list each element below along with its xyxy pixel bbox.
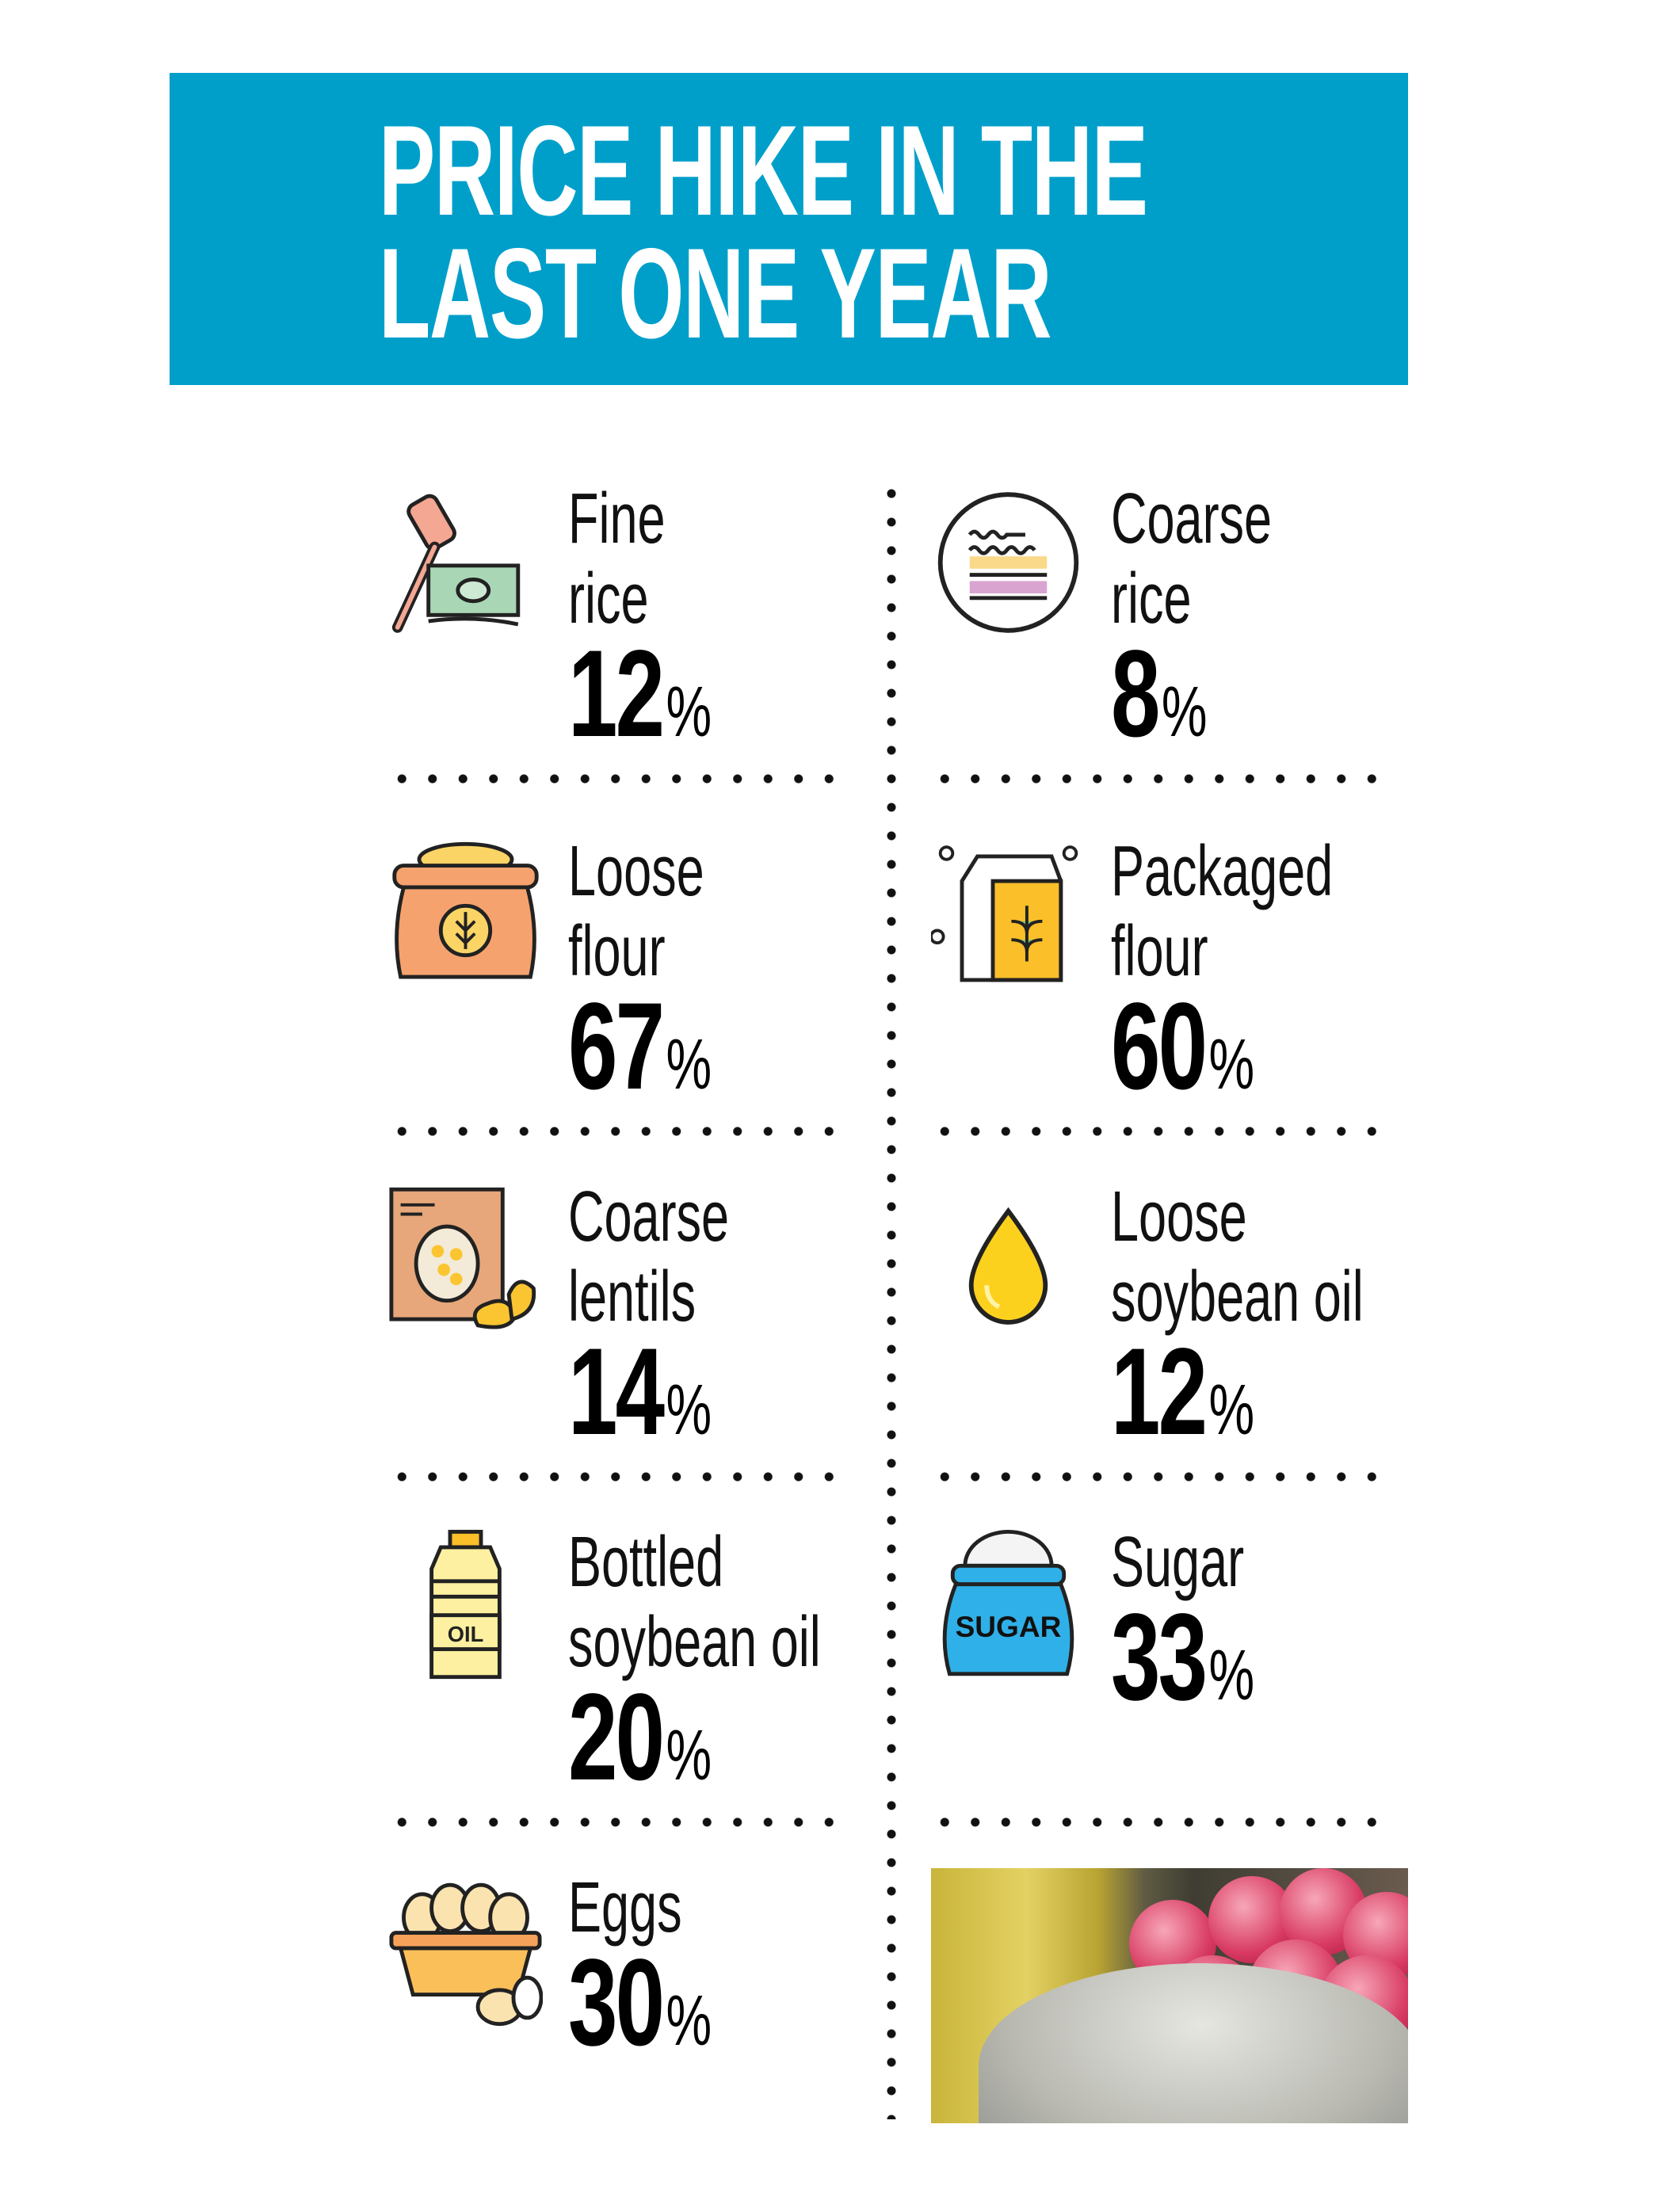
gavel-money-icon: [391, 494, 521, 633]
title-line-1: PRICE HIKE IN THE: [379, 99, 1148, 242]
egg-basket-icon: [389, 1882, 543, 2027]
dotted-divider: [387, 773, 854, 784]
item-label: Eggs: [568, 1868, 682, 1947]
item-value: 33: [1111, 1588, 1208, 1726]
item-value: 20: [568, 1669, 665, 1806]
percent-sign: %: [666, 673, 712, 752]
dotted-divider: [929, 773, 1397, 784]
oil-bottle-icon: OIL: [429, 1529, 502, 1680]
item-label: soybean oil: [568, 1603, 821, 1682]
item-label: soybean oil: [1111, 1257, 1364, 1337]
dotted-divider: [387, 1126, 854, 1137]
percent-sign: %: [666, 1371, 712, 1450]
item-sugar: SUGAR Sugar 33%: [931, 1523, 1406, 1855]
item-label: Coarse: [1111, 479, 1273, 559]
item-label: rice: [1111, 559, 1192, 639]
item-loose-flour: Loose flour 67%: [388, 832, 864, 1165]
item-bottled-soybean-oil: OIL Bottled soybean oil 20%: [388, 1523, 864, 1855]
item-eggs: Eggs 30%: [388, 1868, 864, 2201]
bottle-label: OIL: [448, 1622, 484, 1646]
sugar-sack-icon: SUGAR: [942, 1529, 1074, 1676]
title-line-2: LAST ONE YEAR: [379, 222, 1052, 365]
percent-sign: %: [666, 1981, 712, 2061]
item-value: 67: [568, 978, 665, 1116]
item-label: Loose: [1111, 1177, 1247, 1257]
item-packaged-flour: Packaged flour 60%: [931, 832, 1406, 1165]
dotted-divider: [387, 1817, 854, 1828]
flour-packet-icon: [931, 845, 1078, 982]
percent-sign: %: [666, 1025, 712, 1104]
dotted-divider: [929, 1471, 1397, 1482]
percent-sign: %: [1208, 1371, 1255, 1450]
item-label: Packaged: [1111, 832, 1334, 911]
percent-sign: %: [1161, 673, 1208, 752]
item-label: rice: [568, 559, 649, 639]
item-label: lentils: [568, 1257, 697, 1337]
dotted-divider: [929, 1817, 1397, 1828]
rice-layers-icon: [937, 492, 1079, 633]
title-banner: [170, 73, 1408, 385]
dotted-divider: [929, 1126, 1397, 1137]
item-label: Fine: [568, 479, 666, 559]
lentils-bag-icon: [389, 1187, 536, 1329]
dotted-divider: [387, 1471, 854, 1482]
percent-sign: %: [666, 1716, 712, 1795]
item-label: Bottled: [568, 1523, 724, 1602]
item-loose-soybean-oil: Loose soybean oil 12%: [931, 1177, 1406, 1510]
item-label: Coarse: [568, 1177, 730, 1257]
groceries-photo: [931, 1868, 1408, 2123]
flour-sack-icon: [392, 841, 539, 979]
percent-sign: %: [1208, 1636, 1255, 1715]
item-label: flour: [568, 912, 666, 991]
item-value: 12: [1111, 1323, 1208, 1461]
item-value: 60: [1111, 978, 1208, 1116]
item-label: flour: [1111, 912, 1208, 991]
sugar-label: SUGAR: [956, 1610, 1062, 1643]
item-value: 14: [568, 1323, 665, 1461]
item-value: 30: [568, 1934, 665, 2072]
oil-drop-icon: [968, 1207, 1048, 1325]
item-label: Sugar: [1111, 1523, 1245, 1602]
vertical-dotted-divider: [887, 479, 896, 2119]
item-label: Loose: [568, 832, 704, 911]
item-coarse-rice: Coarse rice 8%: [931, 479, 1406, 812]
item-value: 8: [1111, 625, 1160, 763]
item-value: 12: [568, 625, 665, 763]
percent-sign: %: [1208, 1025, 1255, 1104]
item-coarse-lentils: Coarse lentils 14%: [388, 1177, 864, 1510]
item-fine-rice: Fine rice 12%: [388, 479, 864, 812]
